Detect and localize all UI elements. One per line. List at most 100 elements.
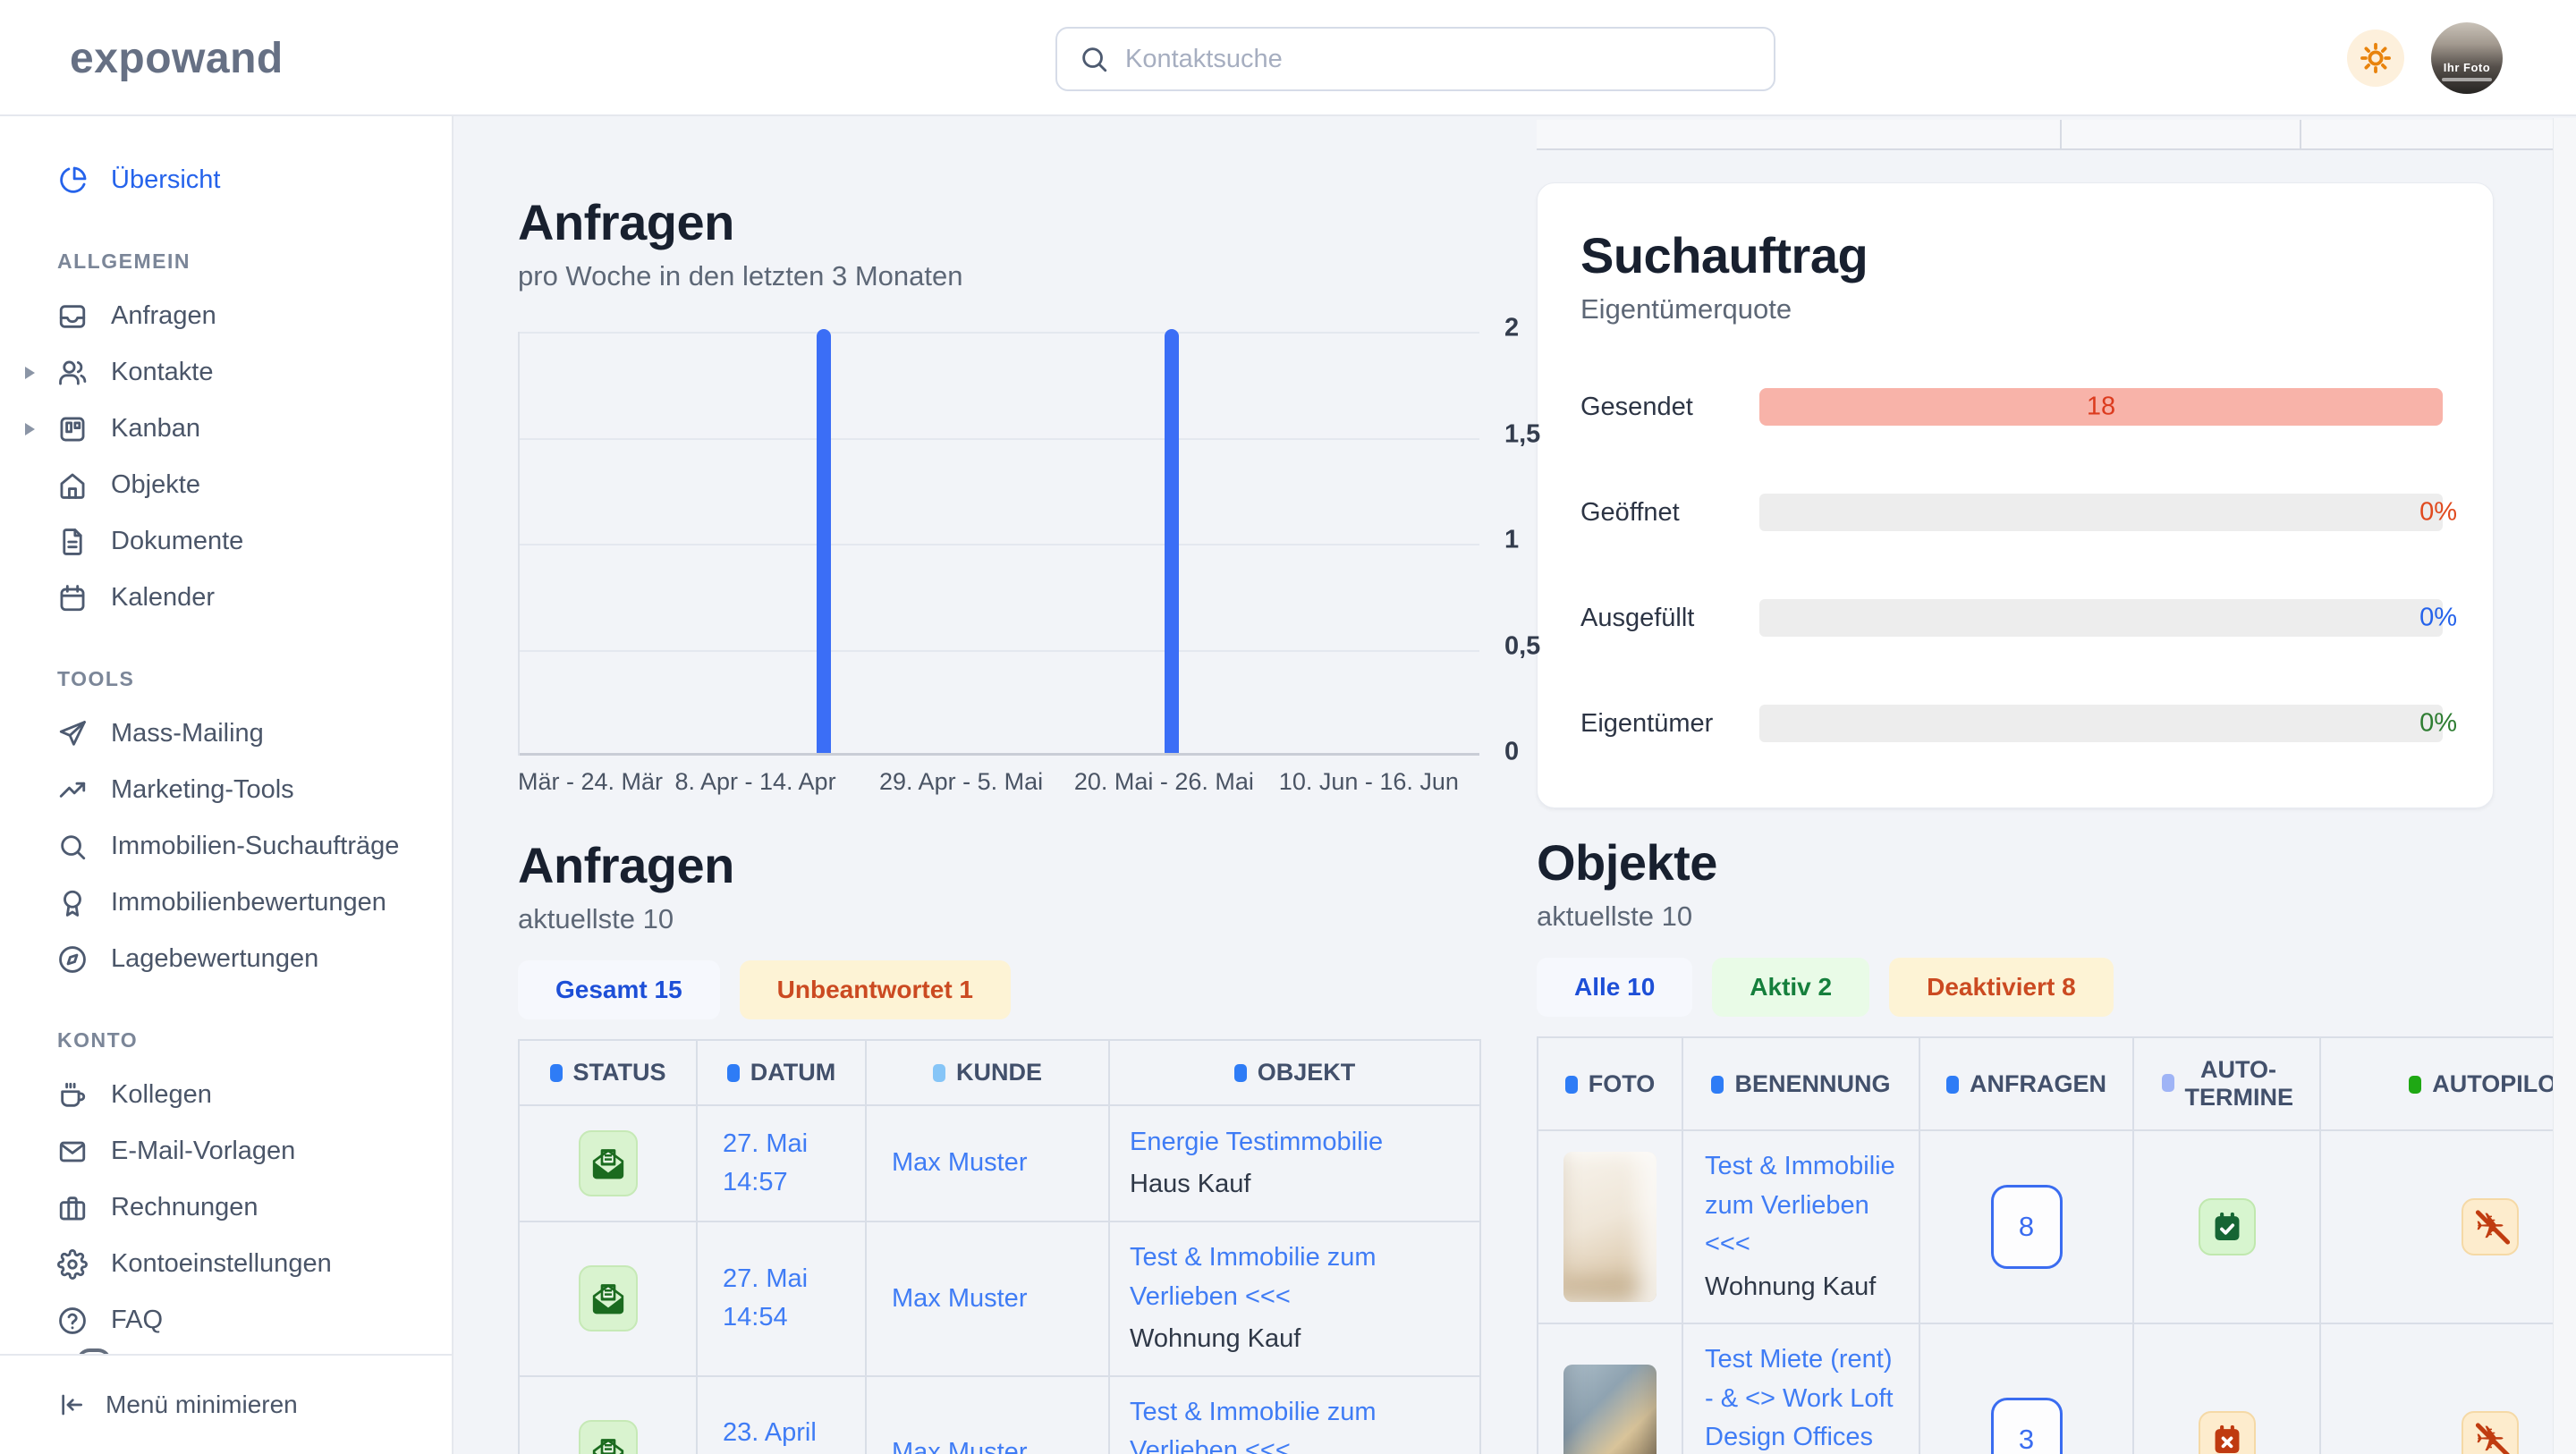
x-axis-tick: 8. Apr - 14. Apr [674,768,836,795]
customer-link[interactable]: Max Muster [892,1148,1028,1178]
inquiry-date-link[interactable]: 27. Mai 14:54 [723,1264,809,1332]
property-link[interactable]: Test Miete (rent) - & <> Work Loft Desig… [1705,1345,1894,1451]
object-link[interactable]: Test & Immobilie zum Verlieben <<< [1130,1397,1377,1454]
sidebar-item-kanban[interactable]: Kanban [0,401,452,457]
inquiries-count-button[interactable]: 3 [1990,1397,2063,1454]
inquiries-count-button[interactable]: 8 [1990,1185,2063,1269]
plane-crossed-icon: ✈ [2475,1209,2512,1247]
customer-link[interactable]: Max Muster [892,1283,1028,1313]
x-axis-tick: 29. Apr - 5. Mai [879,768,1044,795]
column-marker-icon [726,1064,740,1082]
theme-toggle-button[interactable] [2347,30,2404,87]
kanban-icon [60,417,85,441]
avatar[interactable]: Ihr Foto [2431,22,2503,94]
sidebar-item-lagebewertungen[interactable]: Lagebewertungen [0,931,452,987]
sidebar-item-rechnungen[interactable]: Rechnungen [0,1179,452,1236]
sidebar-item-immobilien-suchauftraege[interactable]: Immobilien-Suchaufträge [0,818,452,875]
mail-icon [59,1141,86,1162]
column-header-foto: FOTO [1537,1036,1683,1131]
objects-table: FOTO BENENNUNG ANFRAGEN AUTO-TERMINE AUT… [1537,1036,2576,1454]
contact-search[interactable] [1055,27,1775,91]
table-row: 23. April15:52 Max Muster Test & Immobil… [518,1374,1481,1454]
progress-bar: 0% [1759,599,2457,637]
funnel-row-eigentuemer: Eigentümer 0% [1580,705,2457,742]
progress-bar: 0% [1759,494,2457,531]
inquiries-title: Anfragen [518,837,734,893]
menu-collapse-button[interactable]: Menü minimieren [0,1354,452,1454]
chart-x-axis [520,753,1479,756]
search-icon [61,834,86,859]
inquiry-date-link[interactable]: 27. Mai 14:57 [723,1129,809,1197]
property-photo[interactable] [1563,1152,1657,1302]
sidebar-item-kontakte[interactable]: Kontakte [0,344,452,401]
chevron-right-icon[interactable] [25,366,35,379]
suchauftrag-card: Suchauftrag Eigentümerquote Gesendet 18 … [1537,182,2494,808]
sidebar-item-mass-mailing[interactable]: Mass-Mailing [0,706,452,762]
y-axis-tick: 0 [1504,737,1520,766]
suchauftrag-title: Suchauftrag [1580,227,1868,283]
inquiries-chart-section: Anfragen pro Woche in den letzten 3 Mona… [518,193,1540,804]
sidebar-section-allgemein: ALLGEMEIN [57,249,191,273]
column-marker-icon [932,1064,945,1082]
sidebar-item-dokumente[interactable]: Dokumente [0,513,452,570]
tab-aktiv[interactable]: Aktiv 2 [1712,958,1870,1017]
tab-deaktiviert[interactable]: Deaktiviert 8 [1889,958,2114,1017]
document-icon [63,528,82,555]
tab-gesamt[interactable]: Gesamt 15 [518,960,720,1019]
column-marker-icon [549,1064,563,1082]
sidebar-item-immobilienbewertungen[interactable]: Immobilienbewertungen [0,875,452,931]
objects-table-section: Objekte aktuellste 10 Alle 10 Aktiv 2 De… [1537,833,2576,1454]
sidebar-item-marketing-tools[interactable]: Marketing-Tools [0,762,452,818]
tab-unbeantwortet[interactable]: Unbeantwortet 1 [739,960,1011,1019]
sidebar-item-objekte[interactable]: Objekte [0,457,452,513]
inquiries-table: STATUS DATUM KUNDE OBJEKT 2 [518,1039,1481,1454]
object-link[interactable]: Energie Testimmobilie [1130,1127,1384,1156]
trending-up-icon [59,782,86,798]
chart-gridline [520,649,1479,652]
y-axis-tick: 1,5 [1504,419,1541,449]
x-axis-labels: Mär - 24. Mär 8. Apr - 14. Apr 29. Apr -… [518,768,1479,804]
property-photo[interactable] [1563,1364,1657,1454]
sidebar-item-uebersicht[interactable]: Übersicht [0,152,452,208]
help-circle-icon [59,1306,86,1334]
topbar: expowand Ihr Foto [0,0,2576,116]
column-marker-icon [2409,1075,2422,1094]
sidebar-item-kontoeinstellungen[interactable]: Kontoeinstellungen [0,1236,452,1292]
object-link[interactable]: Test & Immobilie zum Verlieben <<< [1130,1243,1377,1311]
scrollbar[interactable] [2553,118,2576,1454]
chevron-right-icon[interactable] [25,422,35,435]
sidebar-item-faq[interactable]: FAQ [0,1292,452,1348]
customer-link[interactable]: Max Muster [892,1438,1028,1454]
column-header-datum: DATUM [696,1039,867,1106]
inquiries-tabs: Gesamt 15 Unbeantwortet 1 [518,960,1479,1019]
coffee-icon [61,1082,86,1107]
inquiry-date-link[interactable]: 23. April15:52 [723,1418,817,1448]
app-logo: expowand [70,35,284,82]
inquiries-subtitle: aktuellste 10 [518,903,674,934]
y-axis-tick: 0,5 [1504,631,1541,661]
x-axis-tick: 20. Mai - 26. Mai [1073,768,1254,795]
table-row: 27. Mai 14:57 Max Muster Energie Testimmo… [518,1104,1481,1222]
table-row: Test & Immobilie zum Verlieben <<< Wohnun… [1537,1129,2576,1324]
tab-alle[interactable]: Alle 10 [1537,958,1693,1017]
progress-bar: 0% [1759,705,2457,742]
sidebar-item-email-vorlagen[interactable]: E-Mail-Vorlagen [0,1123,452,1179]
sidebar-item-anfragen[interactable]: Anfragen [0,288,452,344]
search-input[interactable] [1125,44,1752,74]
property-link[interactable]: Test & Immobilie zum Verlieben <<< [1705,1152,1895,1258]
objects-subtitle: aktuellste 10 [1537,900,1693,932]
sidebar-section-tools: TOOLS [57,667,135,690]
y-axis-tick: 2 [1504,313,1520,342]
briefcase-icon [59,1196,86,1220]
objects-title: Objekte [1537,834,1717,891]
chart-gridline [520,544,1479,545]
property-type: Wohnung Kauf [1705,1272,1877,1301]
sidebar-item-kollegen[interactable]: Kollegen [0,1067,452,1123]
status-answered-icon [578,1130,638,1196]
funnel-row-ausgefuellt: Ausgefüllt 0% [1580,599,2457,637]
sidebar: Übersicht ALLGEMEIN Anfragen Kontakte Ka… [0,116,453,1454]
column-header-autopilot: AUTOPILOT [2319,1036,2576,1131]
sidebar-item-kalender[interactable]: Kalender [0,570,452,626]
object-type: Wohnung Kauf [1130,1324,1301,1353]
